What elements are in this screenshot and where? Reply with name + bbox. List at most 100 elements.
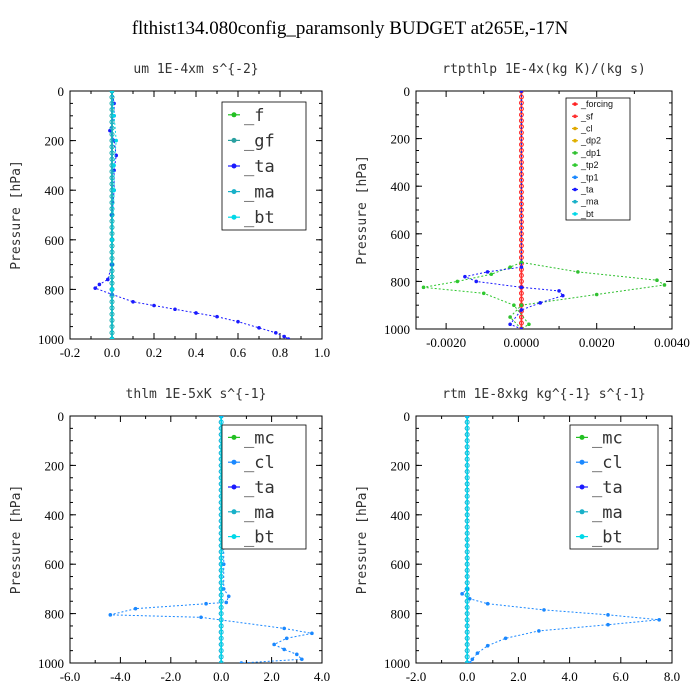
- series-marker-cl: [226, 594, 231, 599]
- series-marker-bt: [218, 419, 224, 425]
- series-marker-bt: [464, 425, 470, 431]
- legend-marker: [231, 137, 237, 143]
- series-marker-bt: [464, 469, 470, 474]
- legend-entry: _ta: [244, 478, 275, 498]
- series-marker-cl: [460, 592, 464, 596]
- series-marker-sf: [519, 201, 524, 207]
- series-marker-bt: [464, 530, 470, 536]
- series-marker-cl: [606, 622, 610, 627]
- y-tick-label: 200: [45, 458, 65, 473]
- legend-marker: [231, 484, 237, 490]
- legend-entry: _ma: [580, 197, 599, 207]
- series-marker-ma: [109, 119, 115, 125]
- series-marker-ma: [109, 268, 115, 274]
- x-tick-label: 6.0: [613, 669, 629, 684]
- y-tick-label: 400: [391, 179, 411, 194]
- series-marker-ma: [109, 101, 115, 106]
- series-line-ta: [463, 91, 564, 329]
- series-marker-bt: [110, 287, 114, 292]
- legend-marker: [573, 138, 577, 143]
- series-marker-cl: [485, 601, 490, 606]
- series-marker-ma: [109, 293, 115, 299]
- x-tick-label: -4.0: [110, 669, 131, 684]
- legend-marker: [231, 509, 237, 515]
- series-marker-ta: [519, 91, 524, 93]
- series-marker-ta: [194, 311, 198, 315]
- y-tick-label: 1000: [384, 322, 410, 337]
- y-tick-label: 200: [391, 458, 411, 473]
- series-marker-ma: [109, 150, 115, 156]
- series-marker-bt: [464, 660, 470, 663]
- series-marker-bt: [112, 188, 116, 192]
- series-marker-bt: [464, 598, 470, 604]
- series-marker-bt: [464, 555, 470, 561]
- legend-entry: _bt: [244, 208, 275, 228]
- legend-entry: _cl: [244, 453, 275, 473]
- figure-title: flthist134.080config_paramsonly BUDGET a…: [131, 18, 569, 39]
- series-marker-sf: [519, 177, 524, 183]
- series-marker-ta: [108, 128, 112, 133]
- y-axis-label: Pressure [hPa]: [355, 485, 370, 595]
- legend-marker: [231, 434, 237, 440]
- x-tick-label: 0.0: [104, 345, 120, 360]
- y-tick-label: 400: [45, 508, 65, 523]
- series-marker-sf: [519, 290, 524, 296]
- legend-entry: _ma: [244, 183, 275, 203]
- series-marker-cl: [133, 606, 138, 611]
- x-tick-label: 0.0: [459, 669, 475, 684]
- series-marker-bt: [464, 592, 470, 598]
- series-marker-sf: [519, 142, 524, 147]
- legend-entry: _ma: [592, 503, 623, 523]
- chart-panel-3: thlm 1E-5xK s^{-1} Pressure [hPa] 0 200 400 6…: [9, 387, 330, 684]
- series-marker-tp2: [527, 322, 531, 327]
- y-tick-label: 400: [391, 508, 411, 523]
- x-tick-label: 0.0020: [579, 335, 615, 350]
- series-line-tp2: [423, 91, 530, 329]
- series-marker-ma: [109, 305, 115, 311]
- legend-entry: _cl: [592, 453, 623, 473]
- series-marker-bt: [218, 648, 224, 654]
- series-marker-cl: [537, 629, 541, 633]
- series-marker-sf: [519, 189, 524, 195]
- legend-marker: [231, 214, 237, 220]
- series-line-bt: [111, 91, 117, 339]
- series-marker-bt: [110, 337, 114, 339]
- y-tick-label: 0: [404, 409, 411, 424]
- series-marker-sf: [519, 320, 524, 326]
- series-marker-ta: [561, 293, 565, 298]
- series-marker-bt: [464, 537, 470, 542]
- series-marker-bt: [464, 549, 470, 555]
- series-marker-ta: [152, 303, 156, 308]
- series-marker-ma: [109, 107, 115, 112]
- series-marker-cl: [485, 643, 490, 648]
- series-marker-bt: [464, 567, 470, 573]
- series-marker-bt: [464, 419, 470, 425]
- series-marker-bt: [218, 598, 224, 604]
- series-marker-ta: [286, 337, 291, 339]
- series-marker-ta: [131, 300, 135, 304]
- series-marker-cl: [204, 601, 208, 606]
- y-tick-label: 0: [58, 409, 65, 424]
- y-axis-label: Pressure [hPa]: [9, 485, 24, 595]
- legend-marker: [573, 163, 577, 167]
- series-marker-bt: [464, 416, 470, 419]
- legend: _mc _cl _ta _ma _bt: [221, 424, 307, 550]
- x-tick-label: 4.0: [314, 669, 330, 684]
- series-marker-tp2: [455, 279, 460, 284]
- series-marker-bt: [464, 500, 470, 505]
- legend-entry: _ta: [580, 185, 594, 195]
- series-marker-bt: [218, 580, 224, 586]
- series-marker-ta: [463, 274, 467, 279]
- series-marker-tp2: [421, 285, 426, 290]
- series-marker-cl: [284, 636, 289, 641]
- series-marker-sf: [519, 118, 524, 124]
- series-marker-ma: [109, 224, 115, 230]
- y-tick-label: 600: [391, 227, 411, 242]
- series-marker-ta: [236, 319, 240, 324]
- x-tick-label: -0.0020: [426, 335, 466, 350]
- series-marker-cl: [657, 617, 661, 622]
- series-marker-tp2: [508, 265, 512, 269]
- x-tick-label: -0.2: [60, 345, 81, 360]
- series-marker-ma: [109, 125, 115, 131]
- series-marker-bt: [464, 450, 470, 456]
